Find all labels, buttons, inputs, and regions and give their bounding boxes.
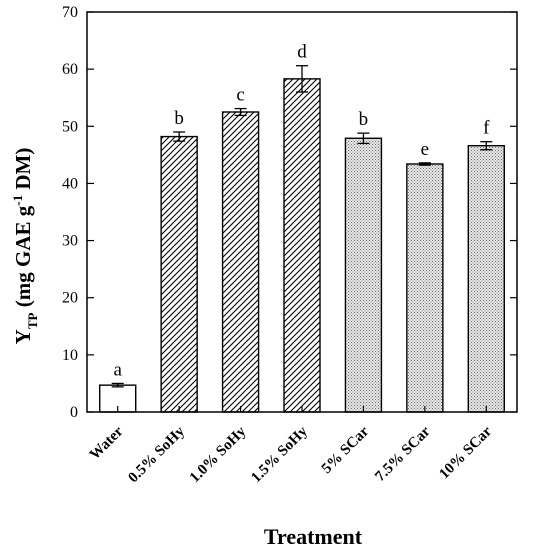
significance-letter: a	[113, 359, 122, 380]
category-label: 7.5% SCar	[372, 423, 434, 485]
significance-letter: e	[421, 139, 429, 160]
category-label: 10% SCar	[436, 423, 495, 482]
y-tick-label: 50	[62, 118, 78, 135]
category-label: 0.5% SoHy	[125, 423, 188, 486]
y-tick-label: 40	[62, 175, 78, 192]
y-tick-label: 20	[62, 290, 78, 307]
y-axis-title-end: DM)	[11, 148, 35, 195]
y-tick-label: 0	[70, 404, 78, 421]
significance-letter: b	[359, 109, 369, 130]
bar	[221, 111, 260, 413]
y-tick-label: 10	[62, 347, 78, 364]
y-tick-label: 30	[62, 233, 78, 250]
significance-letter: c	[236, 85, 244, 106]
y-axis-title-part: (mg GAE g	[11, 205, 35, 312]
axes-frame	[86, 11, 518, 413]
category-label: 1.5% SoHy	[248, 423, 311, 486]
significance-letter: b	[174, 108, 184, 129]
bar	[283, 78, 321, 413]
category-label: 5% SCar	[319, 423, 373, 477]
bar	[344, 137, 383, 413]
x-axis-title: Treatment	[264, 524, 363, 549]
y-tick-label: 70	[62, 4, 78, 21]
y-axis-title-subscript: TP	[25, 312, 40, 329]
y-tick-label: 60	[62, 61, 78, 78]
significance-letter: d	[297, 42, 307, 63]
significance-letter: f	[483, 118, 490, 139]
category-label: Water	[87, 423, 127, 463]
y-axis-title-superscript: -1	[10, 195, 25, 206]
plot-area: 0 10 20 30 40 50 60 70 a Water b 0.5% SoHy c 1.0% SoH…	[62, 4, 518, 486]
y-axis-title-base: Y	[11, 329, 35, 344]
category-label: 1.0% SoHy	[187, 423, 250, 486]
y-axis-title: YTP (mg GAE g-1 DM)	[10, 148, 40, 345]
bar	[160, 135, 198, 413]
bar	[406, 163, 444, 413]
bar	[467, 145, 505, 413]
